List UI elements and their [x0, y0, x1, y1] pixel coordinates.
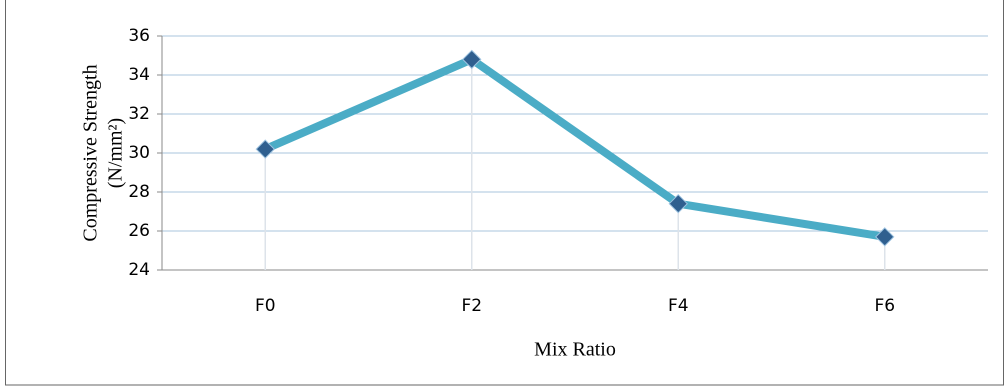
x-tick-label: F0: [255, 296, 276, 316]
y-axis-title: Compressive Strength: [80, 64, 102, 241]
x-tick-label: F6: [874, 296, 895, 316]
x-tick-label: F4: [668, 296, 689, 316]
y-tick-label: 30: [128, 143, 150, 163]
data-point: [255, 139, 275, 159]
x-tick-label: F2: [461, 296, 482, 316]
data-point: [668, 193, 688, 214]
line-series: [263, 55, 886, 241]
y-tick-label: 32: [128, 104, 150, 124]
data-point: [875, 227, 895, 247]
y-tick-label: 24: [128, 260, 150, 280]
y-tick-label: 34: [128, 65, 150, 85]
y-tick-label: 26: [128, 221, 150, 241]
y-axis-title: (N/mm²): [105, 118, 127, 188]
data-point: [462, 49, 482, 70]
x-axis-title: Mix Ratio: [534, 339, 616, 361]
y-tick-label: 28: [128, 182, 150, 202]
y-tick-label: 36: [128, 26, 150, 46]
